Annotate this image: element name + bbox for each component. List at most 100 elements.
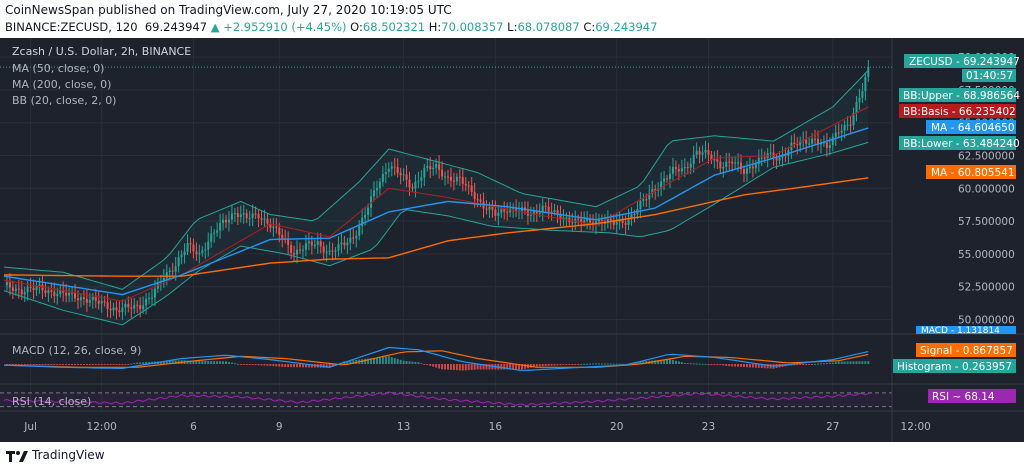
candle-body [77, 298, 79, 301]
histogram-bar [331, 364, 334, 367]
candle-body [396, 166, 399, 173]
candle-body [328, 250, 331, 252]
tradingview-logo-icon [6, 451, 28, 462]
bb-upper-badge: BB:Upper - 68.986564 [899, 88, 1020, 102]
candle-body [814, 138, 817, 140]
svg-text:MA - 64.604650: MA - 64.604650 [931, 122, 1015, 134]
histogram-bar [669, 359, 671, 364]
legend-macd: MACD (12, 26, close, 9) [12, 344, 141, 357]
time-tick-label: 20 [610, 421, 623, 433]
histogram-bar [479, 364, 482, 370]
candle-body [855, 102, 858, 114]
candle-body [180, 254, 183, 258]
candle-body [660, 181, 663, 189]
histogram-bar [71, 364, 74, 365]
histogram-bar [97, 364, 100, 365]
candle-body [467, 185, 470, 187]
candle-body [378, 181, 381, 189]
histogram-bar [145, 362, 148, 364]
candle-body [355, 235, 358, 239]
svg-text:ZECUSD - 69.243947: ZECUSD - 69.243947 [909, 56, 1020, 68]
candle-body [65, 292, 68, 296]
histogram-bar [571, 364, 574, 365]
histogram-bar [754, 364, 757, 368]
histogram-bar [447, 364, 449, 370]
candle-body [296, 249, 299, 255]
histogram-bar [793, 364, 796, 366]
candle-body [11, 287, 14, 291]
candle-body [858, 97, 861, 103]
histogram-bar [692, 363, 695, 365]
histogram-bar [29, 364, 32, 365]
price-tick-label: 60.000000 [958, 183, 1015, 195]
svg-text:Signal - 0.867857: Signal - 0.867857 [920, 345, 1013, 357]
histogram-bar [159, 361, 162, 364]
histogram-bar [642, 361, 645, 364]
histogram-bar [503, 364, 506, 370]
candle-body [701, 152, 704, 155]
price-chart[interactable]: 70.00000067.50000065.00000062.50000060.0… [0, 38, 1024, 442]
histogram-bar [77, 364, 79, 365]
histogram-bar [523, 364, 526, 369]
histogram-bar [65, 364, 68, 365]
candle-body [677, 168, 680, 172]
histogram-bar [621, 363, 624, 365]
candle-body [432, 167, 435, 170]
bb-basis-badge: BB:Basis - 66.235402 [899, 104, 1016, 118]
ma-fast-badge: MA - 64.604650 [926, 120, 1016, 134]
histogram-bar [47, 364, 50, 365]
candle-body [322, 246, 325, 253]
signal-badge: Signal - 0.867857 [916, 343, 1016, 357]
histogram-bar [293, 364, 296, 368]
candle-body [14, 288, 17, 291]
candle-body [62, 289, 65, 293]
histogram-bar [843, 361, 846, 364]
legend-ma50: MA (50, close, 0) [12, 62, 104, 75]
candle-body [627, 217, 630, 225]
histogram-bar [254, 364, 257, 366]
svg-text:MACD - 1.131814: MACD - 1.131814 [921, 326, 1000, 336]
histogram-bar [242, 364, 245, 365]
candle-body [805, 139, 808, 144]
histogram-bar [515, 364, 518, 370]
histogram-bar [671, 359, 674, 364]
histogram-bar [257, 364, 260, 366]
candle-body [59, 289, 62, 295]
macd-badge: MACD - 1.131814 [916, 326, 1016, 336]
histogram-bar [402, 360, 405, 364]
candle-body [313, 244, 316, 246]
histogram-bar [236, 363, 239, 365]
histogram-bar [287, 364, 290, 368]
candle-body [731, 161, 734, 164]
candle-body [165, 272, 168, 279]
histogram-bar [654, 360, 657, 364]
candle-body [384, 171, 387, 174]
histogram-bar [417, 362, 420, 364]
candle-body [186, 243, 189, 252]
candle-body [106, 302, 109, 309]
candle-body [793, 142, 796, 145]
candle-body [828, 145, 831, 148]
histogram-bar [411, 361, 414, 364]
histogram-bar [103, 364, 106, 365]
histogram-bar [814, 363, 817, 365]
candle-body [757, 157, 760, 165]
candle-body [373, 190, 375, 197]
candle-body [331, 250, 334, 252]
histogram-bar [38, 364, 41, 365]
candle-body [461, 177, 464, 184]
candle-body [17, 288, 20, 290]
candle-body [97, 300, 100, 304]
histogram-bar [23, 364, 26, 365]
histogram-bar [595, 363, 597, 365]
time-tick-label: 23 [702, 421, 715, 433]
histogram-bar [734, 364, 737, 367]
histogram-bar [370, 358, 373, 364]
symbol-name: BINANCE:ZECUSD, 120 [5, 20, 138, 34]
candle-body [233, 213, 236, 215]
histogram-bar [737, 364, 740, 367]
histogram-bar [583, 363, 586, 365]
candle-body [411, 187, 414, 189]
histogram-bar [168, 360, 171, 364]
histogram-bar [728, 364, 731, 367]
